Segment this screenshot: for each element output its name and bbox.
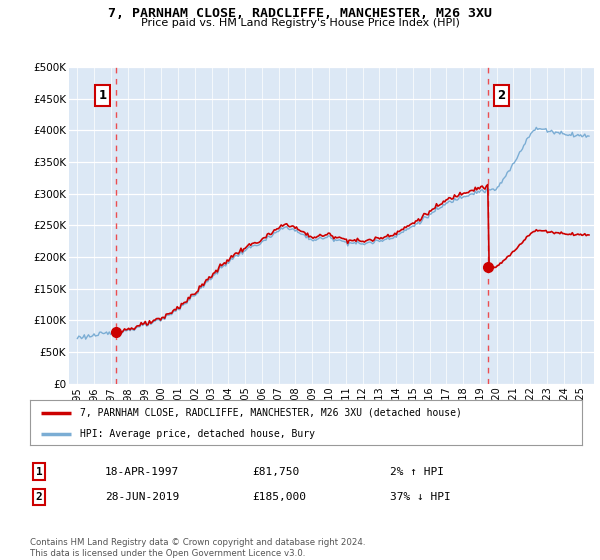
- Text: Price paid vs. HM Land Registry's House Price Index (HPI): Price paid vs. HM Land Registry's House …: [140, 18, 460, 28]
- Text: 1: 1: [35, 466, 43, 477]
- Text: 2: 2: [35, 492, 43, 502]
- Text: 2: 2: [497, 89, 506, 102]
- Text: HPI: Average price, detached house, Bury: HPI: Average price, detached house, Bury: [80, 429, 314, 439]
- Text: 18-APR-1997: 18-APR-1997: [105, 466, 179, 477]
- Text: £81,750: £81,750: [252, 466, 299, 477]
- Text: 37% ↓ HPI: 37% ↓ HPI: [390, 492, 451, 502]
- Text: 7, PARNHAM CLOSE, RADCLIFFE, MANCHESTER, M26 3XU (detached house): 7, PARNHAM CLOSE, RADCLIFFE, MANCHESTER,…: [80, 408, 461, 418]
- Text: 28-JUN-2019: 28-JUN-2019: [105, 492, 179, 502]
- Text: 7, PARNHAM CLOSE, RADCLIFFE, MANCHESTER, M26 3XU: 7, PARNHAM CLOSE, RADCLIFFE, MANCHESTER,…: [108, 7, 492, 20]
- Text: 2% ↑ HPI: 2% ↑ HPI: [390, 466, 444, 477]
- Text: Contains HM Land Registry data © Crown copyright and database right 2024.
This d: Contains HM Land Registry data © Crown c…: [30, 538, 365, 558]
- Text: £185,000: £185,000: [252, 492, 306, 502]
- Text: 1: 1: [98, 89, 106, 102]
